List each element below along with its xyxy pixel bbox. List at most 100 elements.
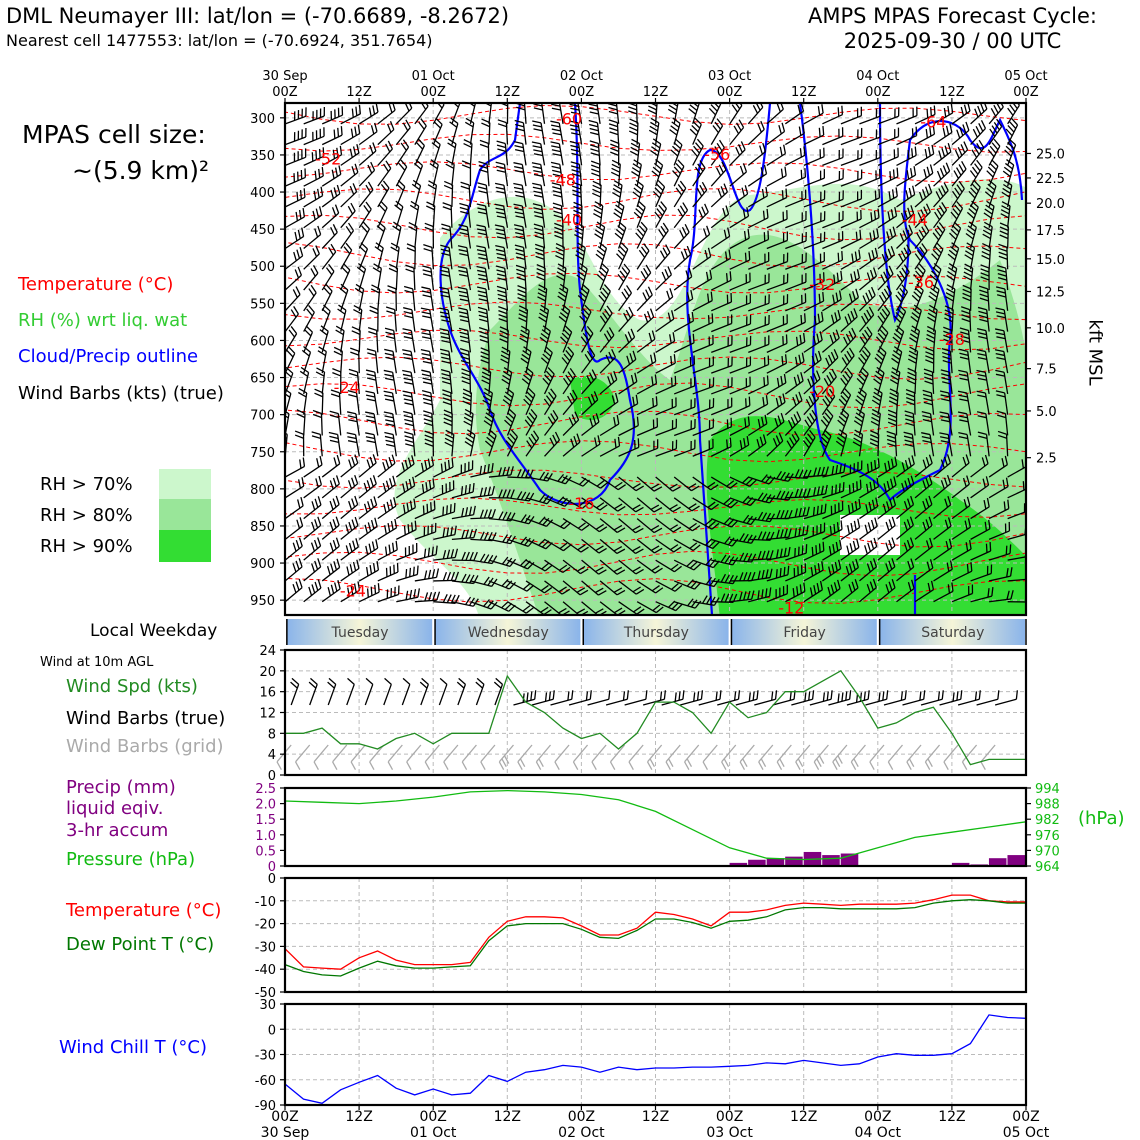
wind-barb-flag	[780, 471, 786, 481]
wind-barb-flag	[938, 222, 946, 230]
wind-barb-flag	[553, 194, 563, 198]
wind-barb-flag	[308, 305, 315, 313]
wind-barb-flag	[552, 190, 562, 194]
wind-barb-flag	[465, 117, 475, 124]
wind-barb-flag	[305, 325, 313, 333]
wind-barb-flag	[346, 411, 357, 415]
wind-barb-flag	[303, 346, 311, 353]
wind-barb-flag	[332, 149, 336, 159]
wind-barb-flag	[635, 506, 644, 513]
y-tick-label: 0	[268, 872, 276, 887]
wind-barb-flag	[292, 583, 297, 593]
wind-barb-flag	[721, 161, 727, 171]
wind-barb-flag	[540, 584, 549, 592]
wind-barb-flag	[985, 204, 994, 211]
wind-barb-flag	[888, 519, 893, 529]
wind-barb-flag	[814, 353, 819, 363]
wind-barb-flag	[777, 415, 782, 425]
wind-barb-flag	[654, 374, 658, 384]
wind-barb-flag	[385, 160, 392, 169]
wind-barb-flag	[582, 332, 590, 341]
wind-barb-flag	[977, 105, 982, 115]
wind-barb-flag	[670, 563, 679, 571]
wind-barb-flag	[891, 371, 900, 377]
wind-barb-flag	[459, 231, 469, 236]
wind-barb-flag	[487, 463, 490, 474]
wind-barb-flag	[550, 161, 560, 166]
wind-barb-flag	[852, 561, 856, 571]
wind-barb-flag	[335, 329, 344, 336]
wind-barb-flag	[998, 243, 1008, 248]
wind-barb-grid-flag	[739, 761, 746, 771]
wind-barb-flag	[861, 333, 868, 342]
wind-barb-flag	[723, 229, 727, 239]
wind-barb-flag	[819, 580, 824, 590]
wind-barb-flag	[292, 563, 297, 573]
wind-barb-flag	[491, 532, 497, 541]
wind-barb-flag	[464, 412, 473, 419]
wind-barb-flag	[669, 504, 678, 510]
wind-barb-flag	[817, 563, 821, 573]
wind-barb-flag	[785, 188, 788, 198]
wind-barb-flag	[589, 111, 599, 115]
wind-barb-flag	[839, 464, 842, 474]
wind-barb-flag	[628, 99, 636, 102]
wind-barb-10m	[624, 698, 647, 706]
wind-barb-grid	[424, 744, 440, 763]
wind-barb-flag	[357, 262, 366, 270]
wind-barb-flag	[533, 103, 543, 107]
wind-barb-flag	[979, 293, 989, 298]
wind-barb-flag	[822, 415, 830, 424]
wind-barb-flag	[299, 247, 304, 257]
wind-barb-flag	[891, 516, 896, 526]
wind-barb-flag	[422, 360, 432, 364]
wind-barb-flag	[941, 398, 951, 402]
wind-barb-flag	[386, 310, 396, 315]
wind-barb-flag	[545, 370, 553, 379]
wind-barb-flag	[806, 525, 809, 535]
wind-barb-flag	[465, 596, 472, 605]
wind-barb-flag	[1005, 545, 1008, 555]
wind-barb-flag	[673, 354, 676, 364]
wind-barb-flag	[988, 519, 991, 529]
wind-barb-flag	[431, 546, 434, 556]
wind-barb-flag	[421, 286, 431, 290]
wind-barb-flag	[505, 415, 514, 423]
wind-barb-flag	[443, 417, 453, 423]
wind-barb-flag	[650, 504, 660, 510]
wind-barb-flag	[567, 346, 575, 355]
wind-barb-flag	[820, 504, 823, 514]
swatch-rh90	[159, 530, 211, 562]
temperature-contour-label: -40	[556, 210, 582, 229]
wind-barb-flag	[901, 284, 908, 293]
wind-barb-flag	[757, 123, 762, 133]
wind-barb-flag	[306, 308, 313, 317]
wind-barb-flag	[569, 140, 579, 145]
wind-barb-flag	[775, 569, 778, 579]
temperature-contour	[285, 356, 1026, 381]
wind-barb-flag	[909, 333, 919, 340]
wind-barb-flag	[395, 200, 404, 208]
wind-barb-flag	[616, 414, 620, 425]
wind-barb-flag	[677, 208, 684, 217]
wind-barb-10m-flag	[674, 692, 677, 702]
wind-barb-flag	[340, 126, 343, 136]
wind-barb-grid-flag	[294, 761, 301, 771]
wind-barb-flag	[531, 141, 541, 145]
wind-barb-flag	[594, 201, 604, 207]
wind-barb-flag	[692, 544, 701, 551]
wind-barb-flag	[594, 233, 603, 240]
wind-barb-flag	[911, 312, 920, 319]
wind-barb-10m-flag	[476, 677, 485, 685]
wind-barb-flag	[370, 161, 376, 171]
wind-barb-flag	[484, 387, 493, 394]
wind-barb-flag	[640, 246, 648, 255]
wind-barb-flag	[979, 318, 989, 323]
wind-barb-flag	[563, 377, 570, 387]
wind-barb-flag	[326, 565, 331, 575]
wind-barb-10m-flag	[439, 677, 448, 685]
wind-barb-flag	[570, 161, 580, 165]
wind-barb-flag	[628, 130, 638, 136]
wind-barb-flag	[781, 190, 784, 200]
wind-barb-flag	[351, 108, 354, 118]
